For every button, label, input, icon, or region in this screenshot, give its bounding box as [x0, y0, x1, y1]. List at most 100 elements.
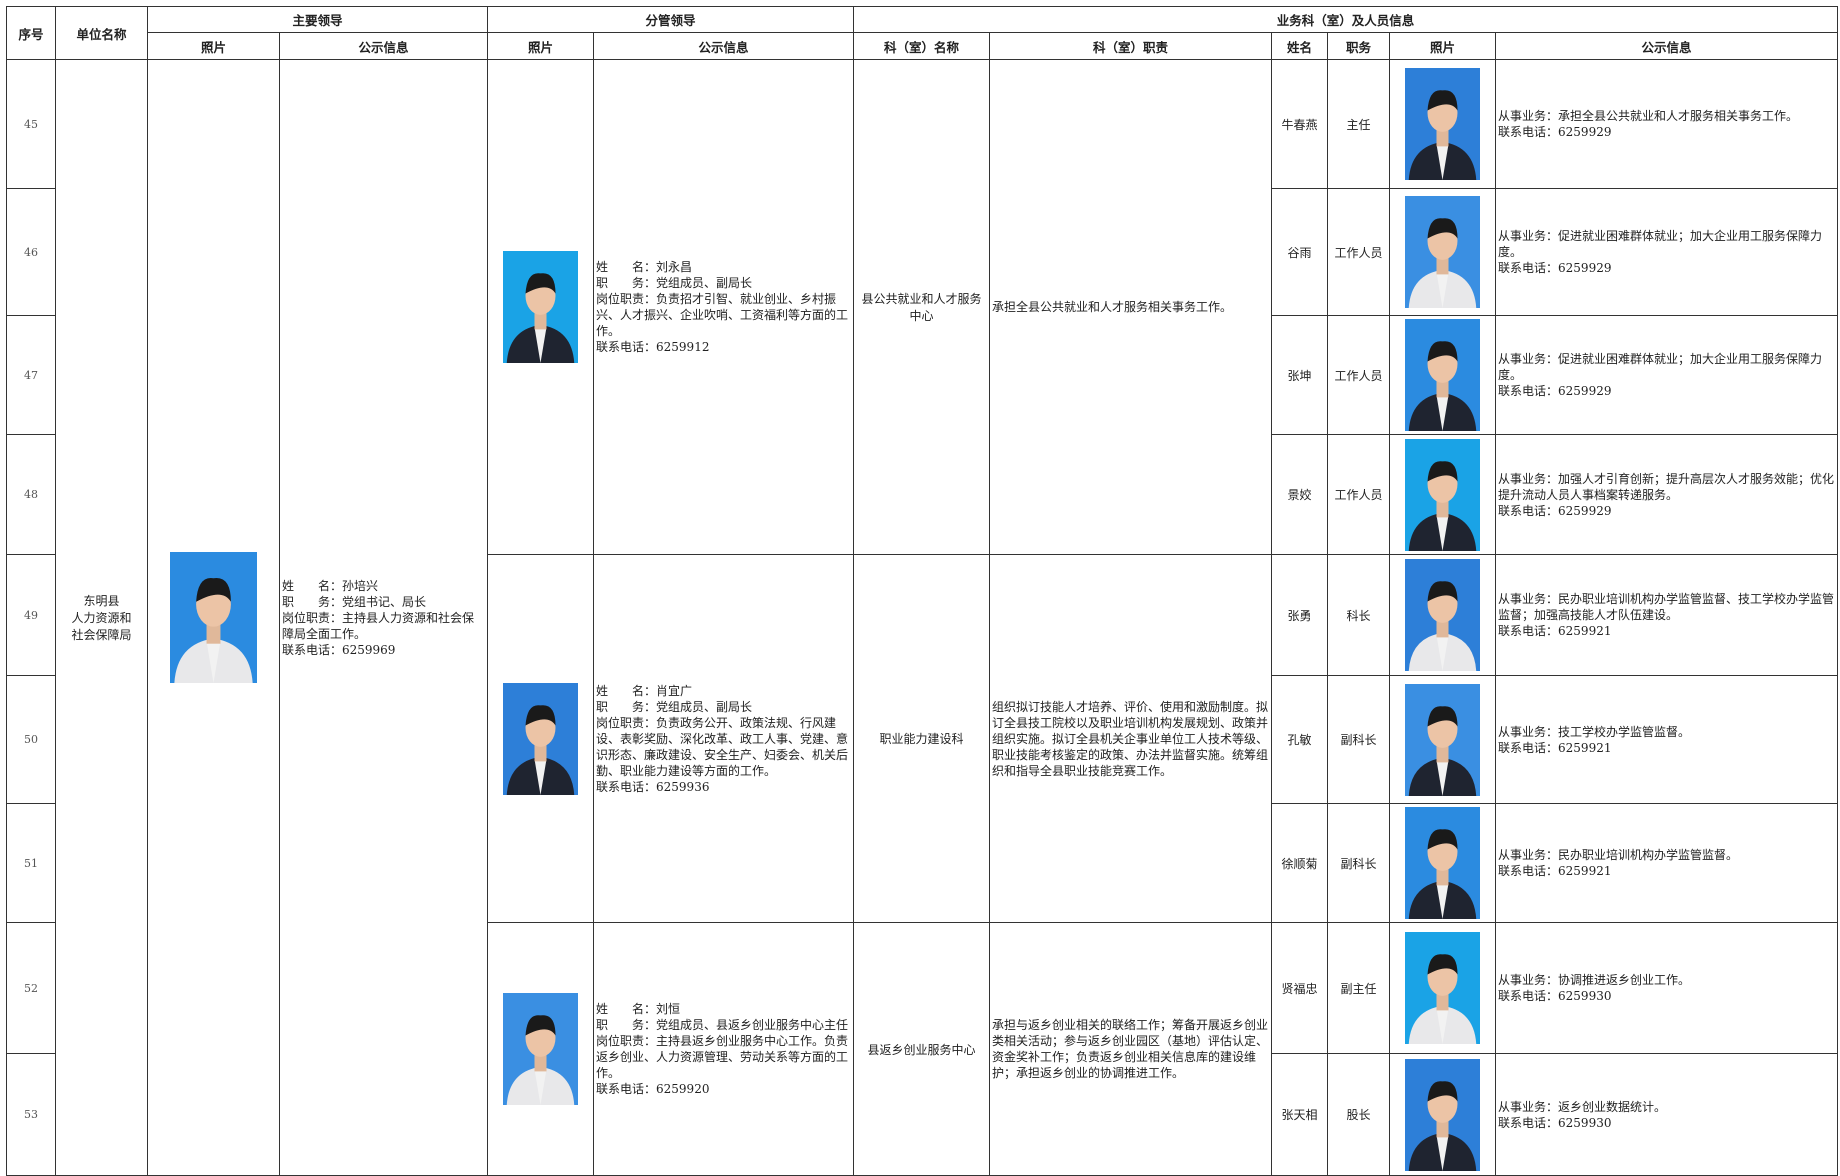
section-duty-cell: 承担全县公共就业和人才服务相关事务工作。 — [989, 59, 1273, 555]
deputy-photo-cell — [487, 554, 595, 923]
deputy-info-cell: 姓 名：刘永昌职 务：党组成员、副局长岗位职责：负责招才引智、就业创业、乡村振兴… — [593, 59, 855, 555]
header-cell: 业务科（室）及人员信息 — [853, 6, 1839, 33]
header-cell: 单位名称 — [55, 6, 148, 60]
deputy-info-cell: 姓 名：刘恒职 务：党组成员、县返乡创业服务中心主任 岗位职责：主持县返乡创业服务… — [593, 922, 855, 1176]
text-line: 姓 名：刘永昌 — [596, 260, 693, 274]
text-line: 职 务：党组成员、副局长 — [596, 276, 753, 290]
text-line: 社会保障局 — [71, 628, 132, 642]
text-line: 职 务：党组书记、局长 — [282, 594, 427, 609]
seq-cell: 53 — [6, 1053, 56, 1176]
text-line: 从事业务：加强人才引育创新；提升高层次人才服务效能；优化提升流动人员人事档案转递… — [1498, 471, 1835, 502]
text-line: 联系电话：6259921 — [1498, 740, 1612, 755]
photo — [1405, 807, 1481, 919]
text-line: 从事业务：返乡创业数据统计。 — [1498, 1099, 1667, 1114]
text-line: 姓 名：肖宜广 — [596, 683, 693, 698]
seq-cell: 52 — [6, 922, 56, 1054]
header-cell: 序号 — [6, 6, 56, 60]
text-line: 职 务：党组成员、县返乡创业服务中心主任 — [596, 1018, 849, 1032]
text-line: 职 务：党组成员、副局长 — [596, 699, 753, 714]
photo — [1405, 932, 1481, 1044]
seq-cell: 47 — [6, 315, 56, 435]
staff-name-cell: 贤福忠 — [1271, 922, 1329, 1054]
photo — [503, 251, 579, 363]
text-line: 联系电话：6259920 — [596, 1082, 710, 1096]
staff-row: 53 张天相 股长 从事业务：返乡创业数据统计。 联系电话：6259930 — [6, 1053, 1839, 1176]
staff-row: 45 东明县人力资源和社会保障局 姓 名：孙培兴职 务：党组书记、局长 岗位职责：主持… — [6, 59, 1839, 1176]
text-line: 从事业务：民办职业培训机构办学监管监督、技工学校办学监管监督；加强高技能人才队伍… — [1498, 592, 1835, 622]
section-duty-cell: 承担与返乡创业相关的联络工作；筹备开展返乡创业类相关活动；参与返乡创业园区（基地… — [989, 922, 1273, 1176]
staff-name-cell: 牛春燕 — [1271, 59, 1329, 189]
staff-title-cell: 副科长 — [1327, 675, 1391, 804]
staff-photo-cell — [1389, 1053, 1497, 1176]
staff-title-cell: 科长 — [1327, 554, 1391, 676]
staff-photo-cell — [1389, 922, 1497, 1054]
deputy-photo-cell — [487, 922, 595, 1176]
staff-info-cell: 从事业务：促进就业困难群体就业；加大企业用工服务保障力度。 联系电话：625992… — [1495, 188, 1839, 316]
staff-name-cell: 景姣 — [1271, 434, 1329, 555]
header-row: 序号 单位名称 主要领导 分管领导 业务科（室）及人员信息 — [6, 6, 1839, 60]
staff-name-cell: 张天相 — [1271, 1053, 1329, 1176]
text-line: 岗位职责：负责招才引智、就业创业、乡村振兴、人才振兴、企业吹哨、工资福利等方面的… — [596, 292, 849, 338]
seq-cell: 49 — [6, 554, 56, 676]
photo — [1405, 196, 1481, 308]
deputy-info-cell: 姓 名：肖宜广职 务：党组成员、副局长 岗位职责：负责政务公开、政策法规、行风建设… — [593, 554, 855, 923]
header-cell: 分管领导 — [487, 6, 855, 33]
staff-name-cell: 张勇 — [1271, 554, 1329, 676]
staff-row: 46 谷雨 工作人员 从事业务：促进就业困难群体就业；加大企业用工服务保障力度。 联系电… — [6, 188, 1839, 316]
text-line: 从事业务：民办职业培训机构办学监管监督。 — [1498, 848, 1739, 862]
text-line: 从事业务：促进就业困难群体就业；加大企业用工服务保障力度。 — [1498, 229, 1823, 259]
section-name-cell: 职业能力建设科 — [853, 554, 991, 923]
staff-title-cell: 主任 — [1327, 59, 1391, 189]
staff-photo-cell — [1389, 59, 1497, 189]
text-line: 姓 名：刘恒 — [596, 1002, 681, 1016]
photo — [1405, 1058, 1481, 1171]
text-line: 人力资源和 — [71, 611, 132, 625]
staff-title-cell: 工作人员 — [1327, 434, 1391, 555]
seq-cell: 50 — [6, 675, 56, 804]
staff-name-cell: 谷雨 — [1271, 188, 1329, 316]
header-cell: 照片 — [487, 32, 595, 60]
staff-row: 51 徐顺菊 副科长 从事业务：民办职业培训机构办学监管监督。 联系电话：6259921 — [6, 803, 1839, 923]
staff-info-cell: 从事业务：技工学校办学监管监督。 联系电话：6259921 — [1495, 675, 1839, 804]
header-cell: 公示信息 — [593, 32, 855, 60]
leader-info-cell: 姓 名：孙培兴职 务：党组书记、局长 岗位职责：主持县人力资源和社会保障局全面工作… — [278, 59, 489, 1176]
seq-cell: 46 — [6, 188, 56, 316]
staff-title-cell: 股长 — [1327, 1053, 1391, 1176]
staff-photo-cell — [1389, 315, 1497, 435]
staff-info-cell: 从事业务：承担全县公共就业和人才服务相关事务工作。 联系电话：6259929 — [1495, 59, 1839, 189]
staff-name-cell: 徐顺菊 — [1271, 803, 1329, 923]
staff-title-cell: 副主任 — [1327, 922, 1391, 1054]
header-cell: 照片 — [147, 32, 280, 60]
staff-info-cell: 从事业务：促进就业困难群体就业；加大企业用工服务保障力度。 联系电话：625992… — [1495, 315, 1839, 435]
seq-cell: 48 — [6, 434, 56, 555]
staff-photo-cell — [1389, 188, 1497, 316]
staff-row: 50 孔敏 副科长 从事业务：技工学校办学监管监督。 联系电话：6259921 — [6, 675, 1839, 804]
info-table: 序号 单位名称 主要领导 分管领导 业务科（室）及人员信息 照片 公示信息 照片… — [6, 6, 1839, 1176]
seq-cell: 51 — [6, 803, 56, 923]
section-name-cell: 县公共就业和人才服务中心 — [853, 59, 991, 555]
header-cell: 科（室）职责 — [989, 32, 1273, 60]
seq-cell: 45 — [6, 59, 56, 189]
text-line: 从事业务：促进就业困难群体就业；加大企业用工服务保障力度。 — [1498, 352, 1823, 382]
staff-photo-cell — [1389, 554, 1497, 676]
text-line: 联系电话：6259936 — [596, 779, 710, 794]
photo — [1405, 68, 1481, 180]
photo — [170, 552, 257, 683]
header-cell: 主要领导 — [146, 6, 489, 33]
staff-photo-cell — [1389, 434, 1497, 555]
text-line: 东明县 — [83, 594, 120, 608]
staff-row: 52 姓 名：刘恒职 务：党组成员、县返乡创业服务中心主任 岗位职责：主持县返乡创业… — [6, 922, 1839, 1176]
text-line: 联系电话：6259921 — [1498, 864, 1612, 878]
text-line: 从事业务：协调推进返乡创业工作。 — [1498, 973, 1691, 987]
header-cell: 姓名 — [1271, 32, 1329, 60]
text-line: 联系电话：6259930 — [1498, 989, 1612, 1003]
photo — [1405, 319, 1481, 431]
header-cell: 公示信息 — [278, 32, 489, 60]
section-name-cell: 县返乡创业服务中心 — [853, 922, 991, 1176]
text-line: 联系电话：6259969 — [282, 642, 396, 657]
staff-info-cell: 从事业务：协调推进返乡创业工作。 联系电话：6259930 — [1495, 922, 1839, 1054]
text-line: 联系电话：6259929 — [1498, 125, 1612, 139]
staff-row: 47 张坤 工作人员 从事业务：促进就业困难群体就业；加大企业用工服务保障力度。 联系电… — [6, 315, 1839, 435]
photo — [503, 682, 579, 795]
